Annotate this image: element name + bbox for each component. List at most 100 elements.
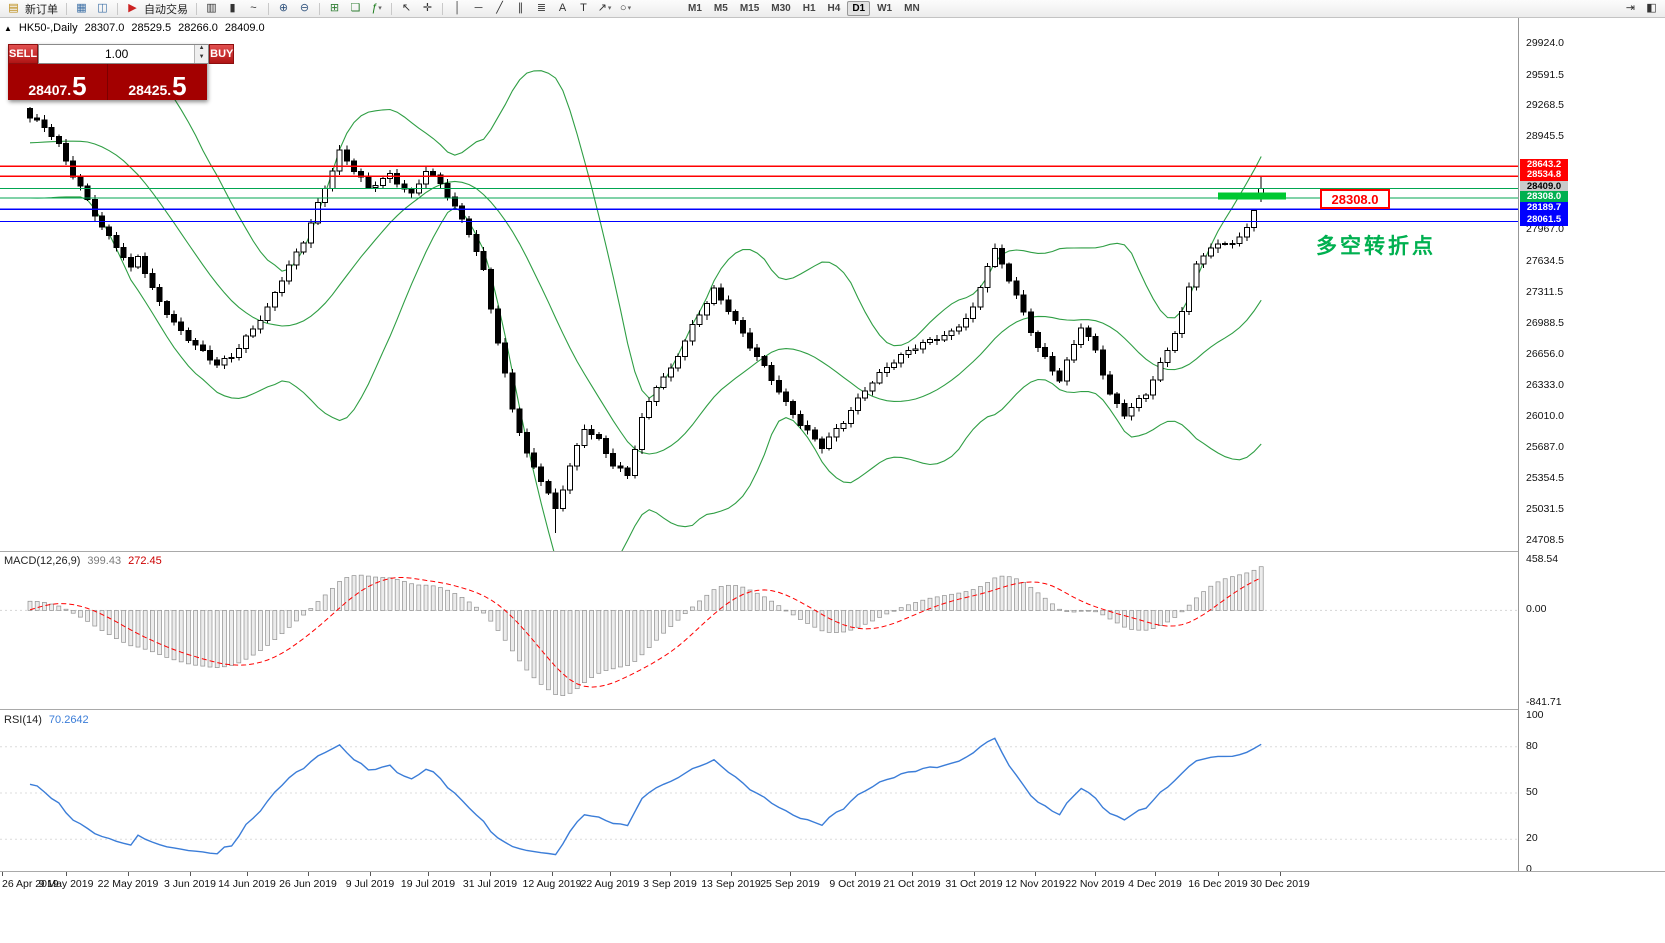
timeframe-button-D1[interactable]: D1 — [847, 1, 871, 16]
date-label: 30 Dec 2019 — [1250, 878, 1310, 890]
price-level-annotation[interactable]: 28308.0 — [1320, 189, 1390, 209]
price-tick: 27311.5 — [1526, 285, 1564, 298]
scroll-to-end-button[interactable]: ⇥ — [1621, 1, 1640, 17]
new-order-button[interactable]: ▤ — [4, 1, 23, 17]
volume-up-button[interactable]: ▲ — [195, 45, 209, 54]
bar-chart-button[interactable]: ▥ — [202, 1, 221, 17]
fibonacci-button[interactable]: ≣ — [532, 1, 551, 17]
toolbar-right-group: ⇥ ◧ — [1620, 1, 1662, 17]
indicators-button[interactable]: ƒ ▾ — [367, 1, 386, 17]
buy-button[interactable]: BUY — [209, 44, 235, 64]
shapes-button[interactable]: ○ ▾ — [616, 1, 635, 17]
rsi-indicator-name: RSI(14) — [4, 714, 42, 726]
date-tick — [66, 872, 67, 876]
line-chart-icon: ~ — [250, 2, 257, 14]
timeframe-button-M1[interactable]: M1 — [688, 3, 702, 14]
bid-price[interactable]: 28407. 5 — [8, 64, 108, 100]
volume-down-button[interactable]: ▼ — [195, 54, 209, 63]
date-tick — [974, 872, 975, 876]
timeframe-toolbar: M1 M5 M15 M30 H1 H4 D1 W1 MN — [682, 1, 926, 16]
pane-separator[interactable] — [0, 709, 1665, 710]
chevron-down-icon: ▾ — [627, 5, 632, 12]
date-tick — [790, 872, 791, 876]
candlestick-chart-button[interactable]: ▮ — [223, 1, 242, 17]
cursor-button[interactable]: ↖ — [397, 1, 416, 17]
timeframe-button-MN[interactable]: MN — [904, 3, 920, 14]
trendline-button[interactable]: ╱ — [490, 1, 509, 17]
timeframe-button-M5[interactable]: M5 — [713, 3, 728, 14]
timeframe-button-M15[interactable]: M15 — [739, 3, 760, 14]
volume-spinner: ▲ ▼ — [194, 45, 209, 63]
zoom-in-button[interactable]: ⊕ — [274, 1, 293, 17]
date-label: 16 Dec 2019 — [1188, 878, 1248, 890]
ask-price[interactable]: 28425. 5 — [108, 64, 207, 100]
profiles-button[interactable]: ◫ — [93, 1, 112, 17]
bollinger-lower-band — [29, 196, 1262, 552]
crosshair-icon: ✛ — [422, 2, 433, 14]
text-icon: A — [558, 2, 567, 14]
date-tick — [610, 872, 611, 876]
toolbar-separator — [268, 2, 269, 15]
timeframe-button-M30[interactable]: M30 — [771, 3, 791, 14]
turning-point-annotation[interactable]: 多空转折点 — [1316, 235, 1436, 258]
date-tick — [1095, 872, 1096, 876]
crosshair-button[interactable]: ✛ — [418, 1, 437, 17]
zoom-out-button[interactable]: ⊖ — [295, 1, 314, 17]
cascade-windows-button[interactable]: ❏ — [346, 1, 365, 17]
autotrading-label[interactable]: 自动交易 — [144, 3, 188, 16]
horizontal-line-button[interactable]: ─ — [469, 1, 488, 17]
new-order-label[interactable]: 新订单 — [25, 3, 58, 16]
date-tick — [190, 872, 191, 876]
price-axis[interactable]: 29924.0 29591.5 29268.5 28945.5 27967.0 27634… — [1518, 18, 1665, 875]
autotrading-button[interactable]: ▶ — [123, 1, 142, 17]
channel-button[interactable]: ∥ — [511, 1, 530, 17]
timeframe-button-W1[interactable]: W1 — [877, 3, 893, 14]
date-tick — [1218, 872, 1219, 876]
profiles-icon: ◫ — [97, 2, 108, 14]
price-tag: 28308.0 — [1520, 190, 1568, 203]
text-button[interactable]: A — [553, 1, 572, 17]
date-tick — [247, 872, 248, 876]
tile-windows-button[interactable]: ⊞ — [325, 1, 344, 17]
price-tick: 27967.0 — [1526, 223, 1564, 236]
vertical-line-icon: │ — [454, 2, 461, 14]
date-label: 9 Oct 2019 — [829, 878, 881, 890]
text-label-button[interactable]: T — [574, 1, 593, 17]
macd-tick: 0.00 — [1526, 603, 1547, 616]
open-value: 28307.0 — [84, 22, 125, 34]
date-label: 25 Sep 2019 — [760, 878, 820, 890]
rsi-pane-canvas[interactable] — [0, 710, 1518, 871]
main-chart-canvas[interactable] — [0, 18, 1518, 552]
arrows-icon: ↗ — [597, 2, 607, 14]
pane-separator[interactable] — [0, 551, 1665, 552]
chart-shift-button[interactable]: ◧ — [1642, 1, 1661, 17]
breakout-highlight[interactable] — [1218, 192, 1286, 200]
date-tick — [490, 872, 491, 876]
price-tag: 28189.7 — [1520, 202, 1568, 215]
macd-pane-canvas[interactable] — [0, 552, 1518, 710]
date-label: 22 Nov 2019 — [1065, 878, 1125, 890]
timeframe-button-H4[interactable]: H4 — [827, 3, 841, 14]
indicators-icon: ƒ — [371, 2, 378, 14]
time-axis[interactable]: 26 Apr 2019 9 May 2019 22 May 2019 3 Jun 20… — [0, 871, 1665, 896]
one-click-trading-panel: SELL ▲ ▼ BUY 28407. 5 28425. 5 — [8, 44, 235, 100]
date-label: 22 Aug 2019 — [580, 878, 640, 890]
channel-icon: ∥ — [517, 2, 524, 14]
scroll-to-end-icon: ⇥ — [1625, 2, 1636, 14]
vertical-line-button[interactable]: │ — [448, 1, 467, 17]
date-label: 31 Jul 2019 — [462, 878, 518, 890]
ask-price-big-digit: 5 — [172, 70, 187, 101]
new-chart-button[interactable]: ▦ — [72, 1, 91, 17]
volume-input[interactable] — [39, 45, 195, 63]
sell-button[interactable]: SELL — [8, 44, 39, 64]
bid-price-main: 28407. — [28, 82, 72, 98]
date-tick — [1035, 872, 1036, 876]
collapse-panel-icon[interactable]: ▲ — [4, 23, 12, 33]
line-chart-button[interactable]: ~ — [244, 1, 263, 17]
arrows-button[interactable]: ↗ ▾ — [595, 1, 614, 17]
toolbar: ▤ 新订单 ▦ ◫ ▶ 自动交易 ▥ ▮ ~ ⊕ ⊖ — [0, 0, 1665, 18]
timeframe-button-H1[interactable]: H1 — [802, 3, 816, 14]
bar-chart-icon: ▥ — [206, 2, 217, 14]
date-tick — [128, 872, 129, 876]
date-label: 22 May 2019 — [97, 878, 159, 890]
